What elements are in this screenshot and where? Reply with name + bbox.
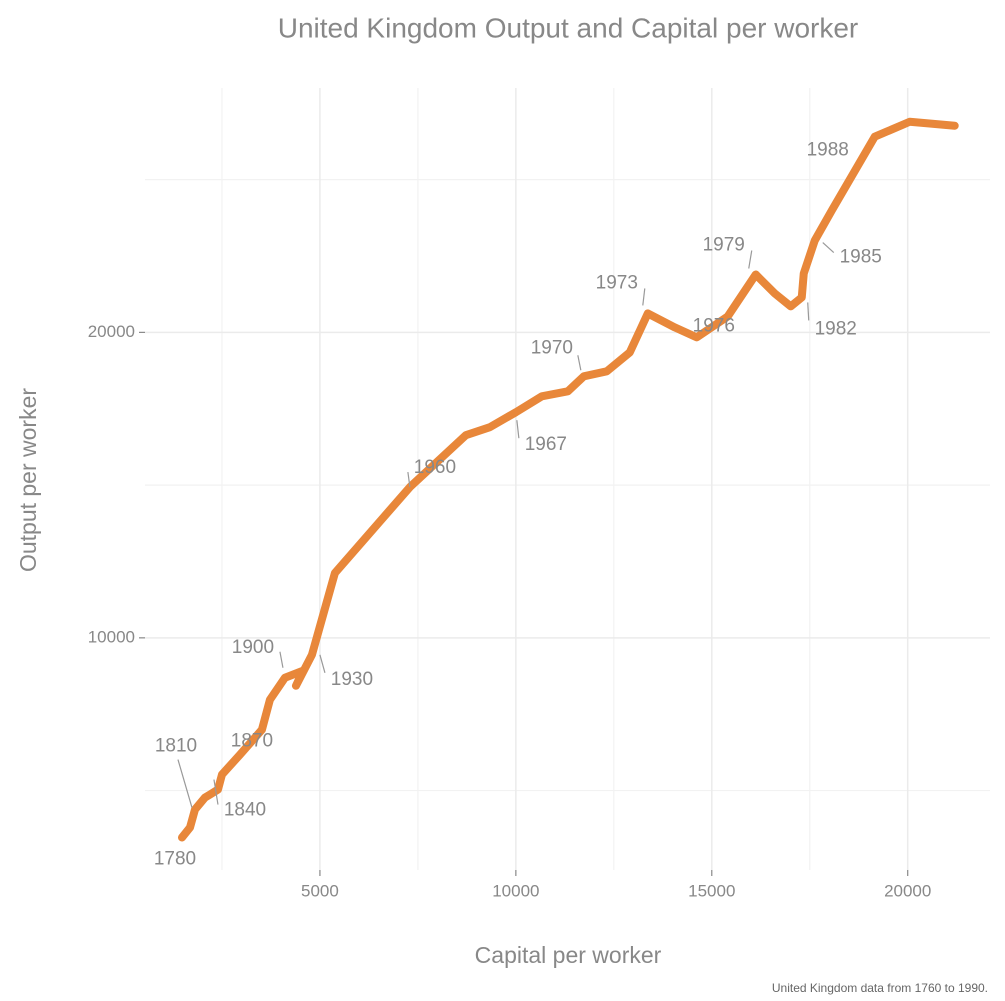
annotation: 1967 — [525, 434, 567, 455]
annotation: 1810 — [155, 736, 197, 757]
annotation: 1840 — [224, 800, 266, 821]
leader-line — [213, 779, 219, 805]
chart-title: United Kingdom Output and Capital per wo… — [278, 12, 859, 43]
annotation: 1900 — [232, 637, 274, 658]
leader-line — [279, 651, 284, 668]
leader-line — [748, 250, 753, 269]
leader-line — [577, 355, 582, 371]
annotation: 1979 — [703, 235, 745, 256]
annotation: 1870 — [231, 731, 273, 752]
leader-line — [177, 759, 193, 808]
x-tick-label: 10000 — [492, 881, 539, 900]
annotation: 1976 — [693, 315, 735, 336]
annotation: 1780 — [154, 849, 196, 870]
annotation: 1988 — [807, 140, 849, 161]
caption: United Kingdom data from 1760 to 1990. — [772, 981, 988, 995]
y-tick-label: 10000 — [88, 627, 135, 646]
leader-line — [642, 288, 646, 306]
x-tick-label: 15000 — [688, 881, 735, 900]
annotation: 1970 — [531, 337, 573, 358]
annotation: 1973 — [596, 272, 638, 293]
annotation: 1982 — [815, 318, 857, 339]
y-axis-title: Output per worker — [15, 388, 41, 572]
line — [177, 117, 959, 842]
y-tick-label: 20000 — [88, 322, 135, 341]
leader-line — [807, 302, 810, 321]
x-tick-label: 5000 — [301, 881, 339, 900]
annotation: 1960 — [414, 457, 456, 478]
x-tick-label: 20000 — [884, 881, 931, 900]
leader-line — [516, 420, 520, 439]
leader-line — [319, 654, 326, 673]
annotation: 1930 — [331, 669, 373, 690]
annotation: 1985 — [840, 247, 882, 268]
x-axis-title: Capital per worker — [475, 942, 662, 968]
leader-line — [822, 242, 835, 253]
leader-line — [407, 472, 411, 488]
